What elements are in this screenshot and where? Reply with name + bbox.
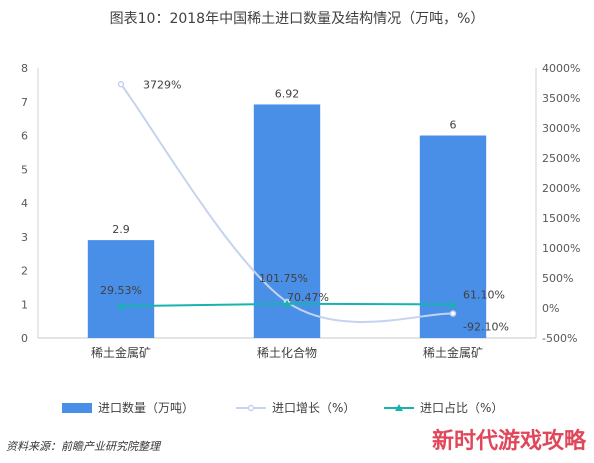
growth-line <box>120 83 454 323</box>
x-tick-label: 稀土金属矿 <box>91 345 151 360</box>
y-left-tick-label: 8 <box>21 62 28 75</box>
bar-data-label: 6 <box>450 119 457 132</box>
x-tick-label: 稀土金属矿 <box>423 345 483 360</box>
share-point <box>449 300 457 308</box>
y-left-tick-label: 1 <box>21 298 28 311</box>
bar-data-label: 2.9 <box>112 223 130 236</box>
bar <box>419 135 487 338</box>
y-left-tick-label: 2 <box>21 265 28 278</box>
axes: 0 1 2 3 4 5 6 7 8 -500% 0% 500% 1000% 1500% 2000% 2500%… <box>21 62 580 360</box>
share-point <box>283 299 291 307</box>
legend-swatch-marker <box>247 404 255 412</box>
watermark-banner: 新时代游戏攻略 <box>431 429 586 454</box>
y-left-tick-label: 6 <box>21 130 28 143</box>
y-right-tick-label: 1500% <box>542 212 580 225</box>
y-right-tick-label: 3000% <box>542 122 580 135</box>
bar <box>87 240 155 338</box>
y-right-tick-label: -500% <box>542 332 577 345</box>
y-left-tick-label: 3 <box>21 231 28 244</box>
x-tick-label: 稀土化合物 <box>257 345 317 360</box>
y-right-tick-label: 4000% <box>542 62 580 75</box>
legend-swatch-marker <box>395 404 403 411</box>
chart-title: 图表10：2018年中国稀土进口数量及结构情况（万吨，%） <box>109 11 485 27</box>
growth-data-label: 101.75% <box>259 272 308 285</box>
growth-point <box>449 310 457 317</box>
y-right-tick-label: 2000% <box>542 182 580 195</box>
y-left-tick-label: 7 <box>21 96 28 109</box>
bar-data-label: 6.92 <box>275 87 300 100</box>
share-data-label: 70.47% <box>287 291 329 304</box>
source-note: 资料来源：前瞻产业研究院整理 <box>6 440 160 453</box>
growth-data-label: -92.10% <box>463 321 509 334</box>
legend-label: 进口占比（%） <box>420 400 503 415</box>
legend-label: 进口增长（%） <box>272 401 355 415</box>
y-left-tick-label: 0 <box>21 332 28 345</box>
legend-label: 进口数量（万吨） <box>98 400 194 415</box>
growth-data-label: 3729% <box>143 78 181 91</box>
y-right-tick-label: 2500% <box>542 152 580 165</box>
y-right-tick-label: 1000% <box>542 242 580 255</box>
legend: 进口数量（万吨） 进口增长（%） 进口占比（%） <box>62 400 503 415</box>
legend-swatch-bar <box>62 403 92 413</box>
share-data-label: 61.10% <box>463 288 505 301</box>
y-right-tick-label: 0% <box>542 302 559 315</box>
share-data-label: 29.53% <box>100 284 142 297</box>
lines <box>117 81 457 323</box>
growth-point <box>117 81 125 88</box>
data-labels: 2.9 6.92 6 3729% 101.75% -92.10% 29.53% 70.47% 6… <box>100 78 509 333</box>
share-point <box>117 302 125 310</box>
y-left-tick-label: 5 <box>21 163 28 176</box>
y-right-tick-label: 500% <box>542 272 573 285</box>
y-left-tick-label: 4 <box>21 197 28 210</box>
y-right-tick-label: 3500% <box>542 92 580 105</box>
